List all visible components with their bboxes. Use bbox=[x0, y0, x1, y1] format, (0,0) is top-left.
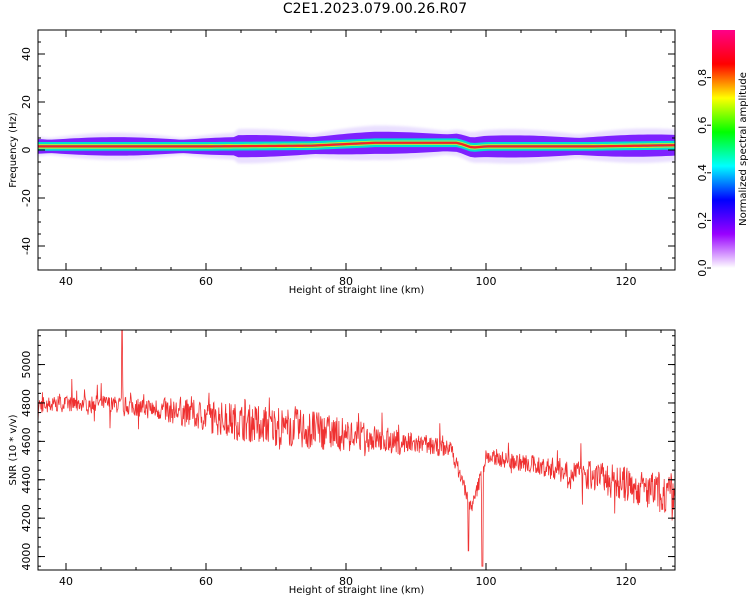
y-tick-label: 40 bbox=[20, 47, 33, 61]
figure-title: C2E1.2023.079.00.26.R07 bbox=[282, 1, 468, 17]
x-tick-label: 100 bbox=[476, 275, 497, 288]
y-axis-label: SNR (10 * v/v) bbox=[8, 414, 19, 485]
x-tick-label: 120 bbox=[616, 575, 637, 588]
spectral-band-edge bbox=[38, 140, 676, 146]
snr-series-line bbox=[37, 329, 676, 567]
y-tick-label: 4400 bbox=[20, 466, 33, 494]
y-tick-label: -40 bbox=[20, 237, 33, 255]
colorbar: 0.0 0.2 0.4 0.6 0.8 Normalized spectral ampli… bbox=[696, 30, 749, 277]
x-axis-label: Height of straight line (km) bbox=[289, 585, 425, 596]
spectral-band-edge bbox=[38, 144, 676, 150]
snr-frame bbox=[37, 329, 676, 571]
colorbar-tick-label: 0.2 bbox=[696, 212, 709, 230]
x-tick-label: 40 bbox=[59, 575, 73, 588]
y-tick-label: -20 bbox=[20, 189, 33, 207]
y-tick-label: 4800 bbox=[20, 389, 33, 417]
colorbar-gradient bbox=[712, 30, 735, 268]
colorbar-label: Normalized spectral amplitude bbox=[738, 72, 749, 226]
x-axis-label: Height of straight line (km) bbox=[289, 285, 425, 296]
colorbar-tick-label: 0.6 bbox=[696, 116, 709, 134]
colorbar-tick-label: 0.0 bbox=[696, 259, 709, 277]
y-tick-label: 4000 bbox=[20, 543, 33, 571]
y-tick-label: 0 bbox=[20, 147, 33, 154]
x-tick-label: 80 bbox=[339, 275, 353, 288]
x-tick-label: 120 bbox=[616, 275, 637, 288]
x-tick-label: 80 bbox=[339, 575, 353, 588]
y-tick-label: 4200 bbox=[20, 504, 33, 532]
y-axis-label: Frequency (Hz) bbox=[8, 112, 19, 188]
y-tick-label: 20 bbox=[20, 95, 33, 109]
x-tick-label: 100 bbox=[476, 575, 497, 588]
spectral-band-peak bbox=[38, 141, 676, 149]
x-tick-label: 40 bbox=[59, 275, 73, 288]
colorbar-tick-label: 0.4 bbox=[696, 164, 709, 182]
y-tick-label: 4600 bbox=[20, 427, 33, 455]
x-tick-label: 60 bbox=[199, 275, 213, 288]
y-tick-label: 5000 bbox=[20, 351, 33, 379]
x-tick-label: 60 bbox=[199, 575, 213, 588]
spectrogram-panel: 40 60 80 100 120 -40 -20 0 20 40 Height of straigh… bbox=[8, 29, 676, 296]
snr-panel: 40 60 80 100 120 4000 4200 4400 4600 4800 5000 Heig… bbox=[8, 329, 676, 596]
colorbar-tick-label: 0.8 bbox=[696, 69, 709, 87]
